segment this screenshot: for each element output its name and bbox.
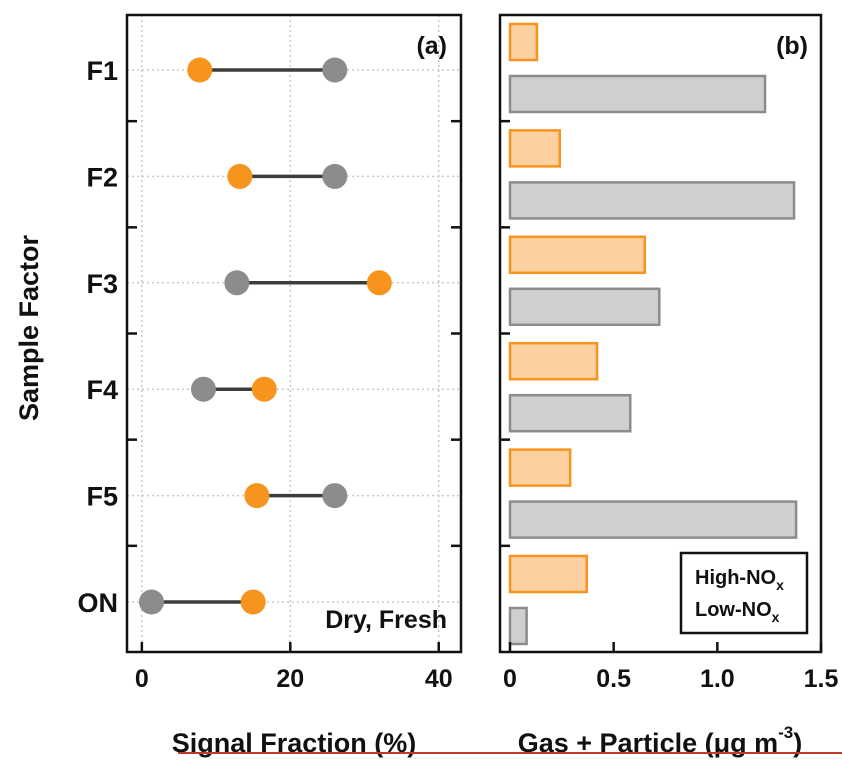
y-axis-label: Sample Factor [14,234,44,421]
category-labels: F1 F2 F3 F4 F5 ON [78,56,119,618]
x-tick-label: 0.5 [596,665,631,693]
panel-b-frame [498,13,823,654]
bar-high-nox [508,554,588,594]
x-tick-label: 1.0 [700,665,735,693]
point-high-nox [240,589,266,615]
point-high-nox [366,270,392,296]
bar-low-nox [508,74,767,114]
bar-low-nox [508,181,796,220]
point-high-nox [244,483,270,509]
panel-a-ticks [127,119,461,652]
panel-a-grid [127,15,461,652]
bar-high-nox [508,341,599,381]
bar-high-nox [508,235,647,275]
x-tick-label: 20 [276,665,304,693]
point-low-nox [322,57,348,83]
bar-high-nox [508,22,539,62]
bottom-rule [178,752,842,754]
legend-box [679,551,809,635]
panel-b-x-tick-labels: 0 0.5 1.0 1.5 [503,665,838,693]
point-low-nox [190,376,216,402]
point-high-nox [227,163,253,189]
point-high-nox [251,376,277,402]
panel-a-annotation: Dry, Fresh [325,606,447,634]
category-label: F2 [86,162,118,192]
panel-b-bars [508,22,798,646]
bar-low-nox [508,500,798,539]
panel-a-connectors [151,68,380,604]
bar-high-nox [508,448,572,487]
point-high-nox [187,57,213,83]
x-tick-label: 1.5 [804,665,839,693]
category-label: F3 [86,269,118,299]
panel-a-x-tick-labels: 0 20 40 [135,665,453,693]
category-label: F1 [86,56,118,86]
bar-low-nox [508,393,632,433]
x-tick-label: 0 [503,665,517,693]
bar-low-nox [508,287,661,327]
bar-low-nox [508,606,528,646]
legend-entry-low-nox: Low-NOx [695,599,780,625]
panel-a-label: (a) [416,32,447,60]
x-tick-label: 0 [135,665,149,693]
x-tick-label: 40 [425,665,453,693]
point-low-nox [138,589,164,615]
panel-b: 0 0.5 1.0 1.5 (b) High-NOx Low-NOx Gas + Pa… [498,13,838,758]
legend-entry-high-nox: High-NOx [695,567,784,593]
panel-b-ticks [500,119,823,652]
panel-a-frame [125,13,463,654]
category-label: F4 [86,375,118,405]
panel-a-points [138,57,392,615]
bar-high-nox [508,129,562,168]
point-low-nox [224,270,250,296]
panel-b-label: (b) [776,32,808,60]
category-label: F5 [86,482,118,512]
point-low-nox [322,163,348,189]
legend: High-NOx Low-NOx [679,551,809,635]
point-low-nox [322,483,348,509]
category-label: ON [78,588,119,618]
